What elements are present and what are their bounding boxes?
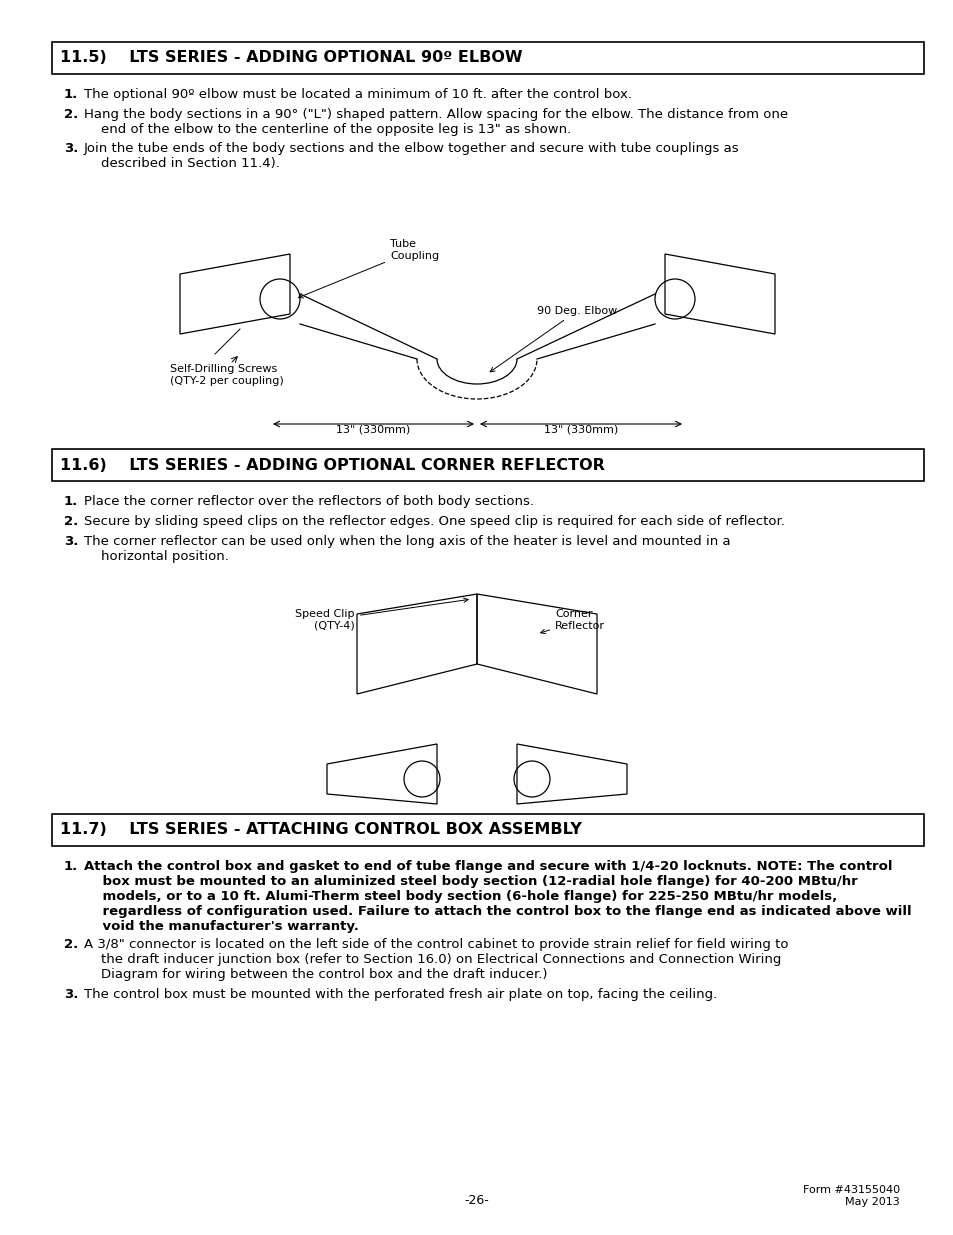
Bar bbox=[52, 42, 923, 74]
Bar bbox=[52, 814, 923, 846]
Text: Self-Drilling Screws
(QTY-2 per coupling): Self-Drilling Screws (QTY-2 per coupling… bbox=[170, 364, 283, 385]
Text: The optional 90º elbow must be located a minimum of 10 ft. after the control box: The optional 90º elbow must be located a… bbox=[84, 88, 631, 101]
Text: Attach the control box and gasket to end of tube flange and secure with 1/4-20 l: Attach the control box and gasket to end… bbox=[84, 860, 911, 932]
Text: 3.: 3. bbox=[64, 988, 78, 1002]
Text: 1.: 1. bbox=[64, 860, 78, 873]
Text: May 2013: May 2013 bbox=[844, 1197, 899, 1207]
Text: 3.: 3. bbox=[64, 142, 78, 156]
Text: 3.: 3. bbox=[64, 535, 78, 548]
Text: A 3/8" connector is located on the left side of the control cabinet to provide s: A 3/8" connector is located on the left … bbox=[84, 939, 788, 981]
Text: Speed Clip
(QTY-4): Speed Clip (QTY-4) bbox=[295, 598, 468, 631]
Text: -26-: -26- bbox=[464, 1194, 489, 1207]
Text: 13" (330mm): 13" (330mm) bbox=[543, 424, 618, 433]
Text: 2.: 2. bbox=[64, 939, 78, 951]
Text: 11.6)    LTS SERIES - ADDING OPTIONAL CORNER REFLECTOR: 11.6) LTS SERIES - ADDING OPTIONAL CORNE… bbox=[60, 457, 604, 473]
Text: Form #43155040: Form #43155040 bbox=[802, 1186, 899, 1195]
Text: Tube
Coupling: Tube Coupling bbox=[298, 240, 438, 298]
Text: Secure by sliding speed clips on the reflector edges. One speed clip is required: Secure by sliding speed clips on the ref… bbox=[84, 515, 784, 529]
Bar bbox=[52, 450, 923, 480]
Text: Join the tube ends of the body sections and the elbow together and secure with t: Join the tube ends of the body sections … bbox=[84, 142, 739, 170]
Text: 11.5)    LTS SERIES - ADDING OPTIONAL 90º ELBOW: 11.5) LTS SERIES - ADDING OPTIONAL 90º E… bbox=[60, 51, 522, 65]
Text: 2.: 2. bbox=[64, 515, 78, 529]
Text: 90 Deg. Elbow: 90 Deg. Elbow bbox=[490, 306, 617, 372]
Text: The control box must be mounted with the perforated fresh air plate on top, faci: The control box must be mounted with the… bbox=[84, 988, 717, 1002]
Text: 1.: 1. bbox=[64, 495, 78, 508]
Text: 2.: 2. bbox=[64, 107, 78, 121]
Text: Hang the body sections in a 90° ("L") shaped pattern. Allow spacing for the elbo: Hang the body sections in a 90° ("L") sh… bbox=[84, 107, 787, 136]
Text: 11.7)    LTS SERIES - ATTACHING CONTROL BOX ASSEMBLY: 11.7) LTS SERIES - ATTACHING CONTROL BOX… bbox=[60, 823, 581, 837]
Text: Corner
Reflector: Corner Reflector bbox=[540, 609, 604, 634]
Text: 13" (330mm): 13" (330mm) bbox=[336, 424, 410, 433]
Text: 1.: 1. bbox=[64, 88, 78, 101]
Text: The corner reflector can be used only when the long axis of the heater is level : The corner reflector can be used only wh… bbox=[84, 535, 730, 563]
Text: Place the corner reflector over the reflectors of both body sections.: Place the corner reflector over the refl… bbox=[84, 495, 534, 508]
